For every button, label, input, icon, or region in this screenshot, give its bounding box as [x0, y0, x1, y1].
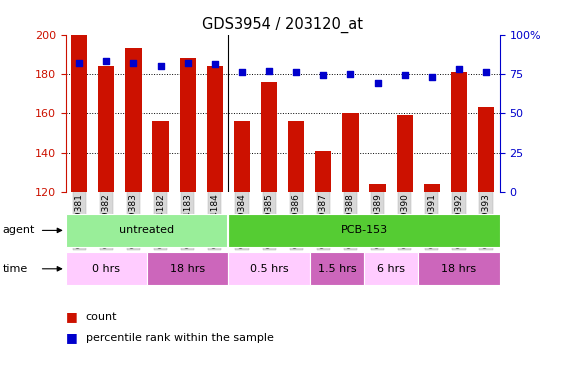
Point — [102, 58, 111, 65]
Bar — [228, 252, 309, 285]
Point — [264, 68, 274, 74]
Text: ■: ■ — [66, 310, 78, 323]
Text: GDS3954 / 203120_at: GDS3954 / 203120_at — [202, 17, 363, 33]
Bar — [228, 214, 500, 247]
Text: count: count — [86, 312, 117, 322]
Text: 6 hrs: 6 hrs — [377, 264, 405, 274]
Point — [156, 63, 165, 69]
Bar — [315, 151, 331, 192]
Bar — [66, 214, 228, 247]
Text: time: time — [3, 264, 28, 274]
Bar — [207, 66, 223, 192]
Bar — [66, 252, 147, 285]
Point — [292, 69, 301, 75]
Point — [210, 61, 219, 68]
Bar — [126, 48, 142, 192]
Text: 18 hrs: 18 hrs — [441, 264, 477, 274]
Bar — [147, 252, 228, 285]
Point — [400, 73, 409, 79]
Text: ■: ■ — [66, 331, 78, 344]
Point — [346, 71, 355, 77]
Text: untreated: untreated — [119, 225, 175, 235]
Bar — [152, 121, 169, 192]
Text: percentile rank within the sample: percentile rank within the sample — [86, 333, 274, 343]
Bar — [396, 115, 413, 192]
Bar — [364, 252, 418, 285]
Bar — [451, 72, 467, 192]
Text: 1.5 hrs: 1.5 hrs — [317, 264, 356, 274]
Bar — [369, 184, 386, 192]
Bar — [98, 66, 114, 192]
Bar — [234, 121, 250, 192]
Bar — [288, 121, 304, 192]
Point — [427, 74, 436, 80]
Text: PCB-153: PCB-153 — [340, 225, 388, 235]
Text: 0.5 hrs: 0.5 hrs — [250, 264, 288, 274]
Text: 18 hrs: 18 hrs — [170, 264, 206, 274]
Bar — [478, 108, 494, 192]
Text: agent: agent — [3, 225, 35, 235]
Point — [373, 80, 382, 86]
Point — [481, 69, 490, 75]
Point — [238, 69, 247, 75]
Point — [183, 60, 192, 66]
Point — [455, 66, 464, 72]
Point — [319, 73, 328, 79]
Bar — [261, 82, 278, 192]
Bar — [71, 35, 87, 192]
Bar — [342, 113, 359, 192]
Bar — [309, 252, 364, 285]
Text: 0 hrs: 0 hrs — [93, 264, 120, 274]
Point — [129, 60, 138, 66]
Point — [75, 60, 84, 66]
Bar — [179, 58, 196, 192]
Bar — [418, 252, 500, 285]
Bar — [424, 184, 440, 192]
